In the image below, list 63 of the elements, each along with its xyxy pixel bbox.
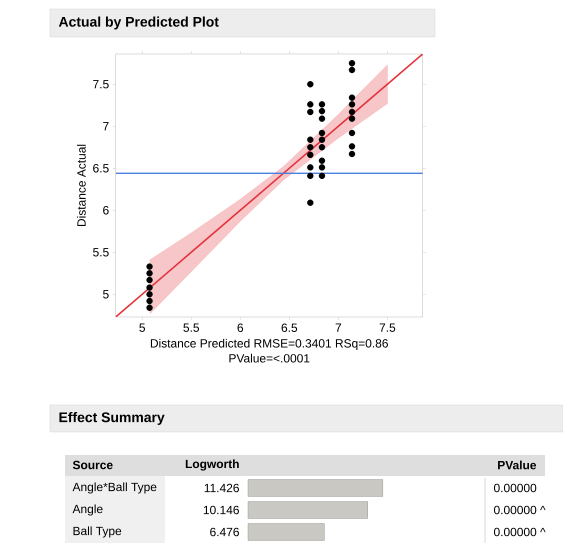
point — [318, 144, 326, 150]
y-tick-label: 6 — [103, 206, 109, 214]
point — [146, 304, 153, 311]
text: 0.00000 ^ — [494, 506, 546, 514]
text: Logworth — [186, 459, 239, 471]
point — [348, 101, 356, 108]
y-tick-label: 6.5 — [93, 164, 109, 172]
point — [318, 101, 326, 108]
point — [348, 66, 356, 74]
line-series — [116, 54, 423, 317]
y-axis-title: Source — [72, 460, 113, 470]
data-label: 10.146 — [204, 506, 239, 514]
y-tick-label: 5.5 — [93, 248, 109, 256]
point — [318, 164, 326, 171]
point — [146, 263, 153, 270]
text: Effect Summary — [59, 412, 165, 425]
point — [307, 152, 314, 158]
point — [348, 60, 356, 66]
point — [318, 130, 326, 136]
data-label: 11.426 — [204, 484, 239, 492]
point — [307, 200, 314, 206]
x-tick-label: 5 — [139, 324, 146, 332]
point — [348, 130, 356, 136]
point — [348, 108, 356, 116]
point — [307, 172, 314, 180]
point — [146, 291, 153, 298]
point — [307, 144, 314, 150]
point — [318, 158, 326, 164]
y-tick-label: Ball Type — [74, 526, 122, 538]
text: 0.00000 — [494, 484, 536, 492]
x-tick-label: 5.5 — [183, 324, 200, 332]
y-tick-label: Angle*Ball Type — [72, 482, 156, 494]
chart-title: Actual by Predicted Plot — [58, 16, 219, 30]
point — [307, 81, 314, 88]
point — [348, 115, 356, 122]
point — [318, 108, 326, 114]
x-tick-label: 7 — [336, 324, 342, 332]
point — [307, 101, 314, 108]
y-tick-label: 7 — [103, 122, 109, 130]
point — [146, 284, 153, 291]
point — [318, 115, 326, 122]
x-tick-label: 6.5 — [282, 324, 298, 332]
text: 0.00000 ^ — [494, 528, 546, 536]
point — [348, 143, 356, 150]
point — [146, 276, 153, 284]
y-axis-title: Distance Actual — [76, 144, 86, 226]
point — [318, 172, 326, 180]
point — [318, 136, 326, 143]
point — [307, 136, 314, 143]
text: PValue — [498, 460, 536, 470]
x-axis-title: Distance Predicted RMSE=0.3401 RSq=0.86 PValue=<.0001 — [150, 338, 388, 363]
y-tick-label: 5 — [103, 290, 109, 298]
x-tick-label: 7.5 — [380, 324, 396, 332]
point — [307, 164, 314, 171]
point — [348, 94, 356, 101]
y-tick-label: Angle — [72, 504, 103, 516]
point — [307, 108, 314, 116]
point — [348, 150, 356, 158]
point — [146, 298, 153, 304]
y-tick-label: 7.5 — [93, 80, 109, 88]
point — [146, 270, 153, 276]
data-label: 6.476 — [210, 528, 239, 536]
x-tick-label: 6 — [238, 324, 244, 332]
